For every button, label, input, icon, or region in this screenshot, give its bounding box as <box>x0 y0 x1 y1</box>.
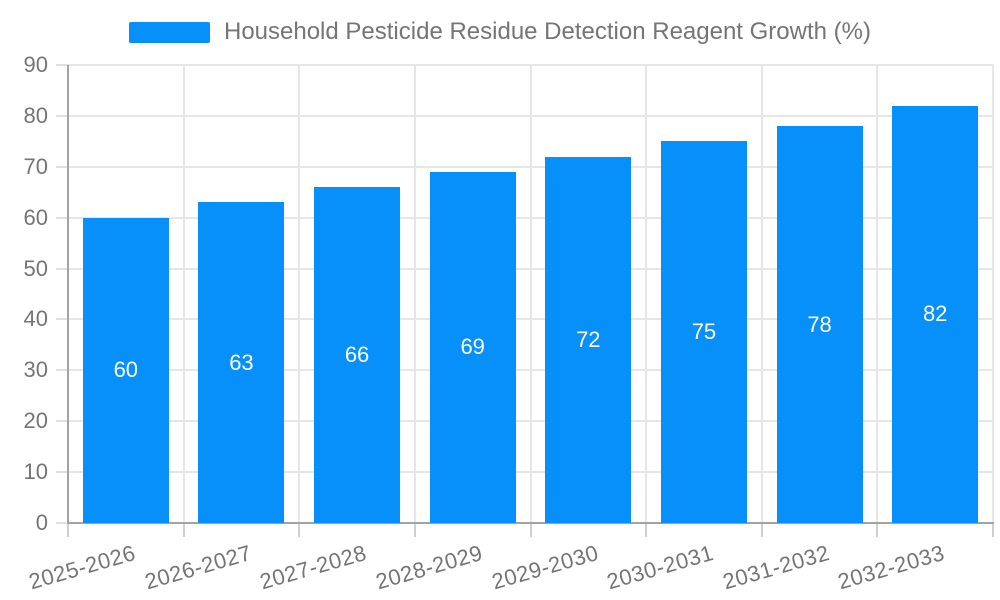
bar-value-label: 82 <box>922 301 948 327</box>
y-axis-line <box>67 65 69 524</box>
y-axis-tick-label: 0 <box>35 510 48 535</box>
bar[interactable]: 82 <box>892 105 979 523</box>
gridline-vertical <box>182 65 185 523</box>
gridline-vertical <box>876 65 879 523</box>
y-axis-tick <box>56 64 68 66</box>
bar-value-label: 63 <box>229 349 254 375</box>
y-axis-tick-label: 70 <box>23 153 48 179</box>
bar[interactable]: 75 <box>660 141 747 523</box>
bar-value-label: 60 <box>113 357 139 383</box>
y-axis-tick-label: 20 <box>23 408 48 434</box>
bar-value-label: 72 <box>576 326 601 352</box>
x-axis-tick-label: 2029-2030 <box>488 540 601 595</box>
gridline-vertical <box>298 65 301 523</box>
gridline-vertical <box>645 65 648 523</box>
y-axis-tick <box>56 318 68 321</box>
gridline-vertical <box>760 65 763 523</box>
bar-value-label: 78 <box>807 311 832 337</box>
bar[interactable]: 60 <box>82 217 169 523</box>
y-axis-tick <box>56 420 68 423</box>
x-axis-line <box>67 522 994 524</box>
x-axis-tick <box>645 524 648 537</box>
x-axis-tick-label: 2030-2031 <box>604 540 717 595</box>
y-axis-tick-label: 40 <box>23 306 48 332</box>
x-axis-tick <box>876 524 879 537</box>
x-axis-tick <box>413 524 416 537</box>
y-axis-tick <box>56 165 68 168</box>
y-axis-tick <box>56 216 68 219</box>
bar-value-label: 75 <box>691 319 717 345</box>
y-axis-tick-label: 60 <box>23 204 48 230</box>
legend-label: Household Pesticide Residue Detection Re… <box>223 18 871 45</box>
x-axis-tick <box>760 524 763 537</box>
legend-swatch <box>128 21 210 43</box>
y-axis-tick-label: 50 <box>23 255 48 281</box>
y-axis-tick <box>56 114 68 117</box>
x-axis-tick-label: 2028-2029 <box>372 540 486 595</box>
bar[interactable]: 72 <box>545 156 632 523</box>
y-axis-tick <box>56 267 68 270</box>
bar[interactable]: 63 <box>198 202 285 523</box>
gridline-vertical <box>529 65 532 523</box>
bar[interactable]: 69 <box>429 171 516 523</box>
y-axis-tick <box>56 369 68 372</box>
y-axis-tick <box>56 522 68 524</box>
y-axis-tick-label: 30 <box>23 357 48 383</box>
y-axis-tick-label: 10 <box>23 459 48 485</box>
x-axis-tick <box>529 524 532 537</box>
x-axis-tick <box>182 524 185 537</box>
x-axis-tick-label: 2025-2026 <box>26 540 139 595</box>
y-axis-tick <box>56 471 68 474</box>
x-axis-tick <box>298 524 301 537</box>
y-axis-tick-label: 90 <box>23 52 48 77</box>
x-axis-tick-label: 2027-2028 <box>257 540 370 595</box>
x-axis-tick <box>992 524 994 537</box>
y-axis-tick-label: 80 <box>23 102 48 128</box>
bar[interactable]: 66 <box>314 187 401 523</box>
bar[interactable]: 78 <box>776 126 863 523</box>
gridline-vertical <box>992 65 994 523</box>
bar-value-label: 66 <box>344 342 370 368</box>
chart-legend[interactable]: Household Pesticide Residue Detection Re… <box>0 18 1000 45</box>
x-axis-tick-label: 2031-2032 <box>719 540 833 595</box>
bar-value-label: 69 <box>460 334 485 360</box>
gridline-vertical <box>413 65 416 523</box>
x-axis-tick-label: 2026-2027 <box>141 540 255 595</box>
x-axis-tick-label: 2032-2033 <box>835 540 948 595</box>
x-axis-tick <box>67 524 69 537</box>
